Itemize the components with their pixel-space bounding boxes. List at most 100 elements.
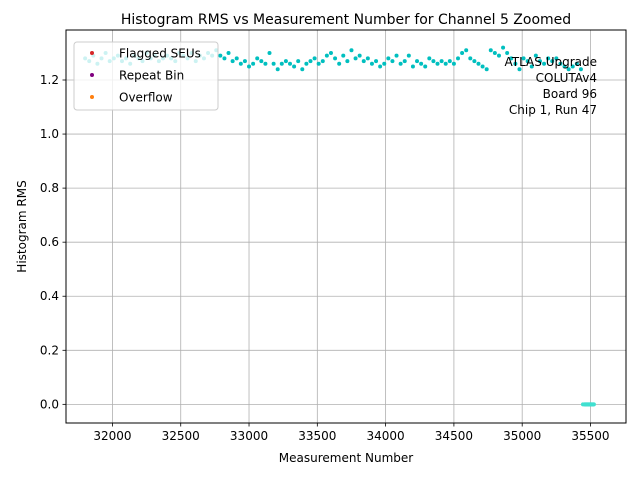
data-point	[312, 56, 317, 61]
data-point	[410, 64, 415, 69]
data-point	[275, 67, 280, 72]
data-point	[476, 61, 481, 66]
y-tick-label: 0.4	[40, 289, 59, 303]
data-point	[415, 59, 420, 64]
data-point	[460, 50, 465, 55]
data-point	[226, 50, 231, 55]
data-point	[546, 56, 551, 61]
data-point	[542, 61, 547, 66]
data-point	[361, 59, 366, 64]
data-point	[578, 67, 583, 72]
data-point	[529, 64, 534, 69]
annotation-line: Board 96	[543, 87, 597, 101]
data-point	[456, 56, 460, 61]
data-point	[468, 56, 473, 61]
data-point	[247, 64, 252, 69]
data-point	[374, 59, 379, 64]
data-point	[398, 61, 403, 66]
data-point	[345, 59, 350, 64]
data-point	[333, 56, 338, 61]
data-point	[328, 50, 333, 55]
data-point	[488, 48, 493, 53]
data-point	[480, 64, 485, 69]
data-point	[288, 61, 292, 66]
data-point	[558, 61, 563, 66]
data-point	[308, 59, 313, 64]
data-point	[234, 56, 239, 61]
data-point	[263, 61, 268, 66]
data-point	[230, 59, 235, 64]
data-point	[451, 61, 456, 66]
data-point	[447, 59, 452, 64]
data-point	[423, 64, 428, 69]
data-point	[324, 53, 329, 58]
data-point	[443, 61, 448, 66]
annotation-line: ATLAS Upgrade	[504, 55, 597, 69]
y-tick-label: 1.0	[40, 127, 59, 141]
legend-label-repeat-bin: Repeat Bin	[119, 69, 184, 83]
legend: Flagged SEUs Repeat Bin Overflow	[73, 41, 219, 111]
x-tick-label: 32500	[162, 429, 200, 443]
y-axis-label: Histogram RMS	[15, 180, 29, 272]
data-point	[337, 61, 342, 66]
annotation-line: Chip 1, Run 47	[509, 103, 597, 117]
data-point	[267, 50, 272, 55]
x-tick-label: 34000	[367, 429, 405, 443]
y-tick-label: 1.2	[40, 73, 59, 87]
data-point	[501, 45, 506, 50]
data-point	[292, 64, 297, 69]
data-point	[406, 53, 411, 58]
data-point	[419, 61, 424, 66]
data-point	[427, 56, 432, 61]
x-axis-label: Measurement Number	[279, 451, 413, 465]
x-tick-label: 33000	[230, 429, 268, 443]
data-point	[566, 67, 571, 72]
legend-box	[73, 41, 219, 111]
data-point	[369, 61, 374, 66]
data-point	[271, 61, 276, 66]
chart-title: Histogram RMS vs Measurement Number for …	[121, 12, 571, 28]
legend-label-flagged-seus: Flagged SEUs	[119, 47, 201, 61]
y-tick-label: 0.2	[40, 343, 59, 357]
data-point	[464, 48, 469, 53]
y-tick-label: 0.6	[40, 235, 59, 249]
data-point	[242, 59, 247, 64]
legend-label-overflow: Overflow	[119, 91, 173, 105]
data-point	[218, 53, 223, 58]
data-point	[554, 56, 559, 61]
data-point	[435, 61, 440, 66]
data-point	[251, 61, 256, 66]
x-tick-label: 35000	[503, 429, 541, 443]
data-point	[484, 67, 489, 72]
x-tick-label: 33500	[298, 429, 336, 443]
data-point	[439, 59, 444, 64]
data-point	[259, 59, 264, 64]
data-point	[533, 53, 538, 58]
data-point	[513, 61, 518, 66]
data-point	[357, 53, 362, 58]
data-point	[521, 56, 526, 61]
data-point	[492, 50, 497, 55]
y-tick-label: 0.0	[40, 397, 59, 411]
data-point	[431, 59, 436, 64]
plot-area-frame	[65, 29, 627, 424]
data-point	[386, 56, 391, 61]
x-tick-label: 34500	[435, 429, 473, 443]
data-point	[591, 402, 596, 407]
data-point	[378, 64, 383, 69]
data-point	[562, 64, 567, 69]
data-point	[316, 61, 321, 66]
data-point	[505, 50, 510, 55]
annotation-line: COLUTAv4	[536, 71, 597, 85]
x-tick-label: 32000	[93, 429, 131, 443]
axis-ticks: 32000 32500 33000 33500 34000 34500 35000 35500…	[40, 73, 610, 443]
data-point	[550, 59, 555, 64]
data-point	[255, 56, 260, 61]
data-point	[349, 48, 354, 53]
data-point	[574, 61, 579, 66]
data-point	[570, 64, 575, 69]
data-point	[472, 59, 477, 64]
data-point	[300, 67, 305, 72]
data-point	[238, 61, 243, 66]
data-point	[382, 61, 387, 66]
